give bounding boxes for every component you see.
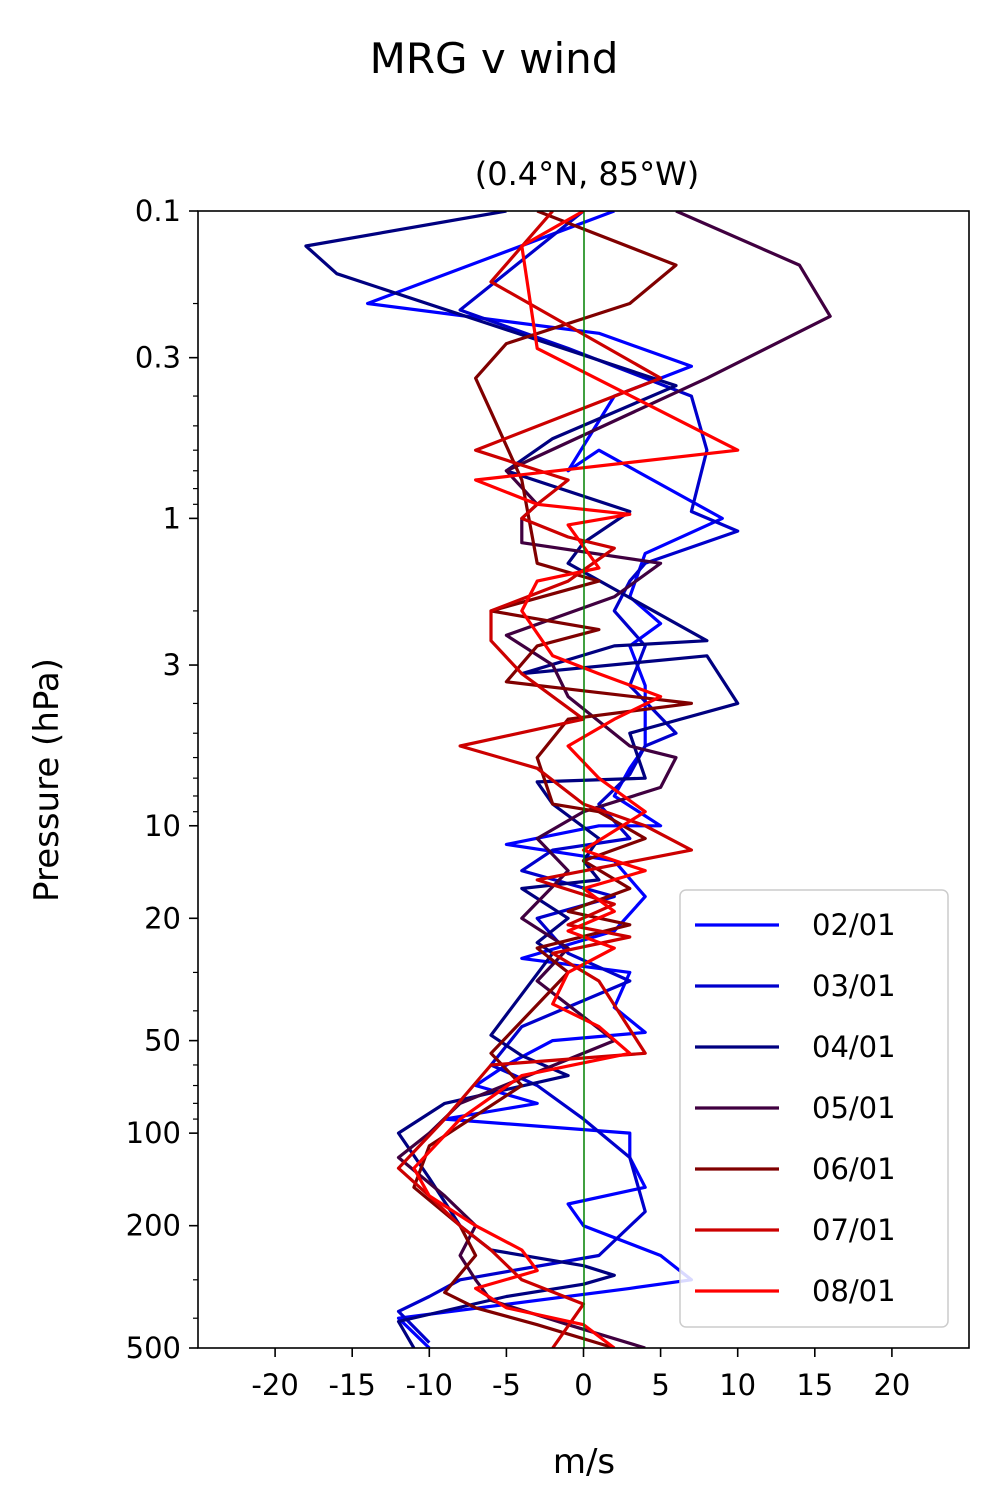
legend-label: 06/01	[812, 1152, 896, 1186]
y-tick-label: 0.3	[135, 341, 181, 375]
x-tick-label: 0	[574, 1368, 592, 1402]
x-axis: -20 -15 -10 -5 0 5 10 15 20	[251, 1348, 910, 1402]
series-line-5	[396, 211, 694, 1348]
x-tick-label: 20	[873, 1368, 910, 1402]
legend-label: 02/01	[812, 908, 896, 942]
chart-title: MRG v wind	[370, 34, 619, 83]
x-tick-label: -20	[251, 1368, 298, 1402]
legend-label: 03/01	[812, 969, 896, 1003]
y-tick-label: 10	[144, 809, 181, 843]
x-tick-label: 5	[651, 1368, 669, 1402]
y-tick-label: 100	[126, 1116, 181, 1150]
y-tick-label: 3	[163, 648, 181, 682]
y-tick-label: 20	[144, 901, 181, 935]
series-line-6	[412, 211, 740, 1348]
chart-subtitle: (0.4°N, 85°W)	[475, 155, 700, 193]
x-tick-label: 10	[719, 1368, 756, 1402]
legend-label: 07/01	[812, 1213, 896, 1247]
x-tick-label: -5	[492, 1368, 521, 1402]
series-line-1	[396, 211, 740, 1344]
x-tick-label: -10	[406, 1368, 453, 1402]
legend: 02/01 03/01 04/01 05/01 06/01 07/01 08/01	[679, 889, 949, 1328]
series-line-2	[304, 211, 740, 1348]
y-tick-label: 0.1	[135, 194, 181, 228]
x-axis-label: m/s	[553, 1442, 615, 1482]
y-axis-label: Pressure (hPa)	[27, 658, 67, 902]
series-line-4	[412, 211, 694, 1348]
x-tick-label: 15	[796, 1368, 833, 1402]
legend-label: 05/01	[812, 1091, 896, 1125]
y-tick-label: 500	[126, 1331, 181, 1365]
y-tick-label: 1	[163, 501, 181, 535]
series-line-0	[366, 211, 724, 1348]
x-tick-label: -15	[329, 1368, 376, 1402]
y-tick-label: 200	[126, 1209, 181, 1243]
legend-frame	[679, 889, 949, 1328]
y-tick-label: 50	[144, 1024, 181, 1058]
y-axis: 0.1 0.3 1 3 10 20 50 100 200 500	[126, 194, 198, 1365]
legend-label: 08/01	[812, 1274, 896, 1308]
legend-label: 04/01	[812, 1030, 896, 1064]
